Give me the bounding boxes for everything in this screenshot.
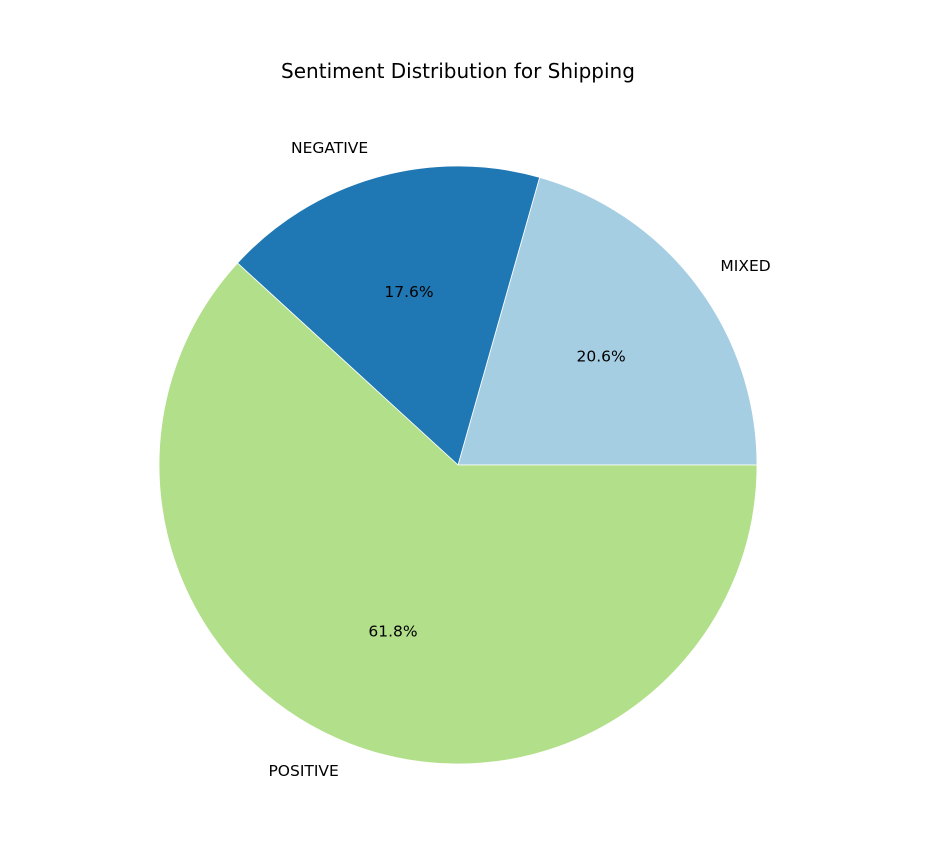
pie-slice-positive	[158, 262, 758, 765]
pie-slice-negative	[236, 165, 541, 466]
slice-label: NEGATIVE	[291, 139, 368, 157]
slice-label: MIXED	[720, 257, 770, 275]
chart-title: Sentiment Distribution for Shipping	[281, 59, 635, 83]
slice-percent-label: 17.6%	[384, 283, 433, 301]
pie-slice-mixed	[457, 176, 758, 466]
slice-label: POSITIVE	[268, 762, 338, 780]
slice-percent-label: 61.8%	[368, 623, 417, 641]
slice-percent-label: 20.6%	[576, 347, 625, 365]
